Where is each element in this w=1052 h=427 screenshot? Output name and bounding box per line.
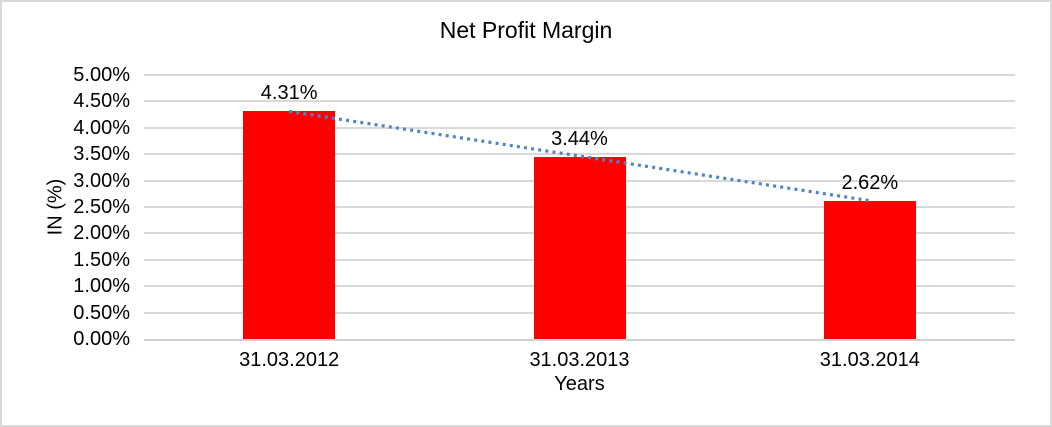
trendline[interactable] bbox=[144, 75, 1015, 339]
data-label: 3.44% bbox=[551, 128, 608, 151]
bar[interactable] bbox=[243, 111, 336, 339]
y-tick-label: 3.00% bbox=[73, 169, 130, 192]
y-tick-label: 4.50% bbox=[73, 90, 130, 113]
x-axis-title: Years bbox=[554, 373, 605, 395]
y-tick-label: 0.00% bbox=[73, 328, 130, 350]
data-label: 4.31% bbox=[260, 82, 318, 105]
y-tick-label: 3.50% bbox=[73, 143, 130, 166]
y-tick-label: 1.00% bbox=[73, 275, 130, 298]
y-tick-label: 2.00% bbox=[73, 222, 130, 245]
y-tick-label: 5.00% bbox=[73, 64, 130, 86]
chart-title: Net Profit Margin bbox=[439, 17, 613, 43]
y-tick-label: 0.50% bbox=[73, 301, 130, 324]
y-tick-label: 4.00% bbox=[73, 116, 130, 139]
x-tick-label: 31.03.2014 bbox=[819, 349, 920, 371]
bar[interactable] bbox=[533, 157, 626, 339]
data-label: 2.62% bbox=[841, 171, 899, 194]
x-tick-label: 31.03.2012 bbox=[239, 349, 340, 371]
plot-area bbox=[144, 74, 1015, 341]
bar[interactable] bbox=[823, 200, 916, 339]
y-tick-label: 2.50% bbox=[73, 196, 130, 218]
y-tick-label: 1.50% bbox=[73, 248, 130, 271]
gridline bbox=[144, 126, 1015, 129]
gridline bbox=[144, 74, 1015, 76]
x-tick-label: 31.03.2013 bbox=[529, 349, 630, 371]
gridline bbox=[144, 100, 1015, 103]
gridline bbox=[144, 153, 1015, 156]
